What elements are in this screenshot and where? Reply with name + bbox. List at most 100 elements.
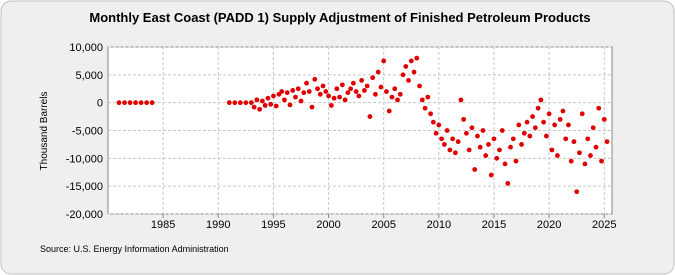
point — [384, 89, 389, 94]
point — [295, 86, 301, 92]
point — [566, 122, 571, 128]
point — [593, 144, 599, 150]
point — [342, 97, 348, 103]
y-axis-label: Thousand Barrels — [39, 92, 50, 171]
y-tick-label: -20,000 — [66, 209, 103, 221]
x-tick-label: 2010 — [427, 219, 451, 231]
point — [494, 155, 500, 161]
point — [337, 94, 342, 100]
point — [469, 125, 475, 131]
point — [557, 116, 563, 122]
point — [271, 93, 276, 99]
point — [532, 125, 538, 131]
point — [455, 139, 461, 145]
point — [403, 64, 409, 69]
point — [579, 111, 585, 117]
point — [389, 94, 395, 100]
point — [422, 105, 428, 111]
point — [312, 76, 318, 82]
point — [301, 90, 307, 96]
y-tick-label: 0 — [97, 98, 103, 110]
source-note: Source: U.S. Energy Information Administ… — [40, 244, 229, 254]
x-tick-label: 2025 — [592, 219, 616, 231]
point — [604, 139, 610, 145]
point — [555, 153, 560, 158]
point — [268, 101, 274, 107]
point — [521, 130, 527, 136]
point — [317, 91, 323, 97]
point — [367, 114, 373, 119]
x-tick-label: 1990 — [206, 219, 230, 231]
point — [339, 82, 345, 88]
point — [541, 119, 547, 125]
point — [237, 100, 243, 106]
point — [439, 136, 445, 142]
point — [259, 98, 265, 104]
point — [373, 91, 378, 97]
point — [298, 98, 304, 104]
point — [590, 125, 596, 131]
point — [588, 153, 593, 158]
x-tick-label: 1995 — [261, 219, 285, 231]
point — [546, 111, 552, 117]
point — [543, 133, 549, 139]
point — [287, 102, 293, 108]
point — [519, 142, 524, 147]
point — [568, 158, 574, 164]
point — [502, 161, 508, 167]
y-tick-label: -15,000 — [66, 181, 103, 193]
point — [395, 97, 400, 103]
point — [309, 104, 315, 110]
point — [560, 108, 566, 114]
point — [306, 89, 312, 94]
point — [370, 75, 376, 81]
point — [226, 100, 232, 106]
point — [293, 94, 298, 100]
point — [127, 100, 133, 106]
point — [436, 122, 442, 128]
point — [320, 83, 326, 89]
point — [315, 86, 320, 92]
point — [257, 106, 263, 112]
point — [345, 90, 351, 96]
point — [596, 105, 602, 111]
y-tick-label: 10,000 — [69, 42, 103, 54]
point — [331, 95, 337, 101]
point — [243, 100, 249, 106]
point — [323, 89, 329, 94]
point — [378, 84, 384, 90]
point — [359, 78, 365, 83]
point — [406, 78, 411, 83]
x-tick-label: 2000 — [316, 219, 340, 231]
point — [248, 100, 254, 106]
point — [290, 88, 296, 93]
point — [265, 95, 271, 101]
point — [279, 89, 285, 94]
point — [348, 86, 354, 92]
point — [505, 180, 511, 186]
point — [563, 136, 569, 142]
point — [488, 172, 494, 178]
point — [273, 103, 279, 109]
point — [577, 150, 582, 156]
point — [458, 97, 464, 103]
point — [411, 69, 417, 75]
point — [433, 130, 439, 136]
point — [284, 90, 290, 96]
point — [149, 100, 155, 106]
point — [381, 58, 387, 64]
point — [447, 147, 453, 153]
point — [585, 136, 591, 142]
y-tick-label: -10,000 — [66, 153, 103, 165]
point — [428, 111, 433, 117]
point — [527, 133, 533, 139]
point — [254, 97, 260, 103]
point — [601, 116, 607, 122]
point — [386, 108, 392, 114]
x-tick-label: 1985 — [151, 219, 175, 231]
point — [538, 97, 544, 103]
point — [477, 144, 483, 150]
point — [122, 100, 127, 106]
point — [138, 100, 144, 106]
point — [326, 93, 331, 99]
